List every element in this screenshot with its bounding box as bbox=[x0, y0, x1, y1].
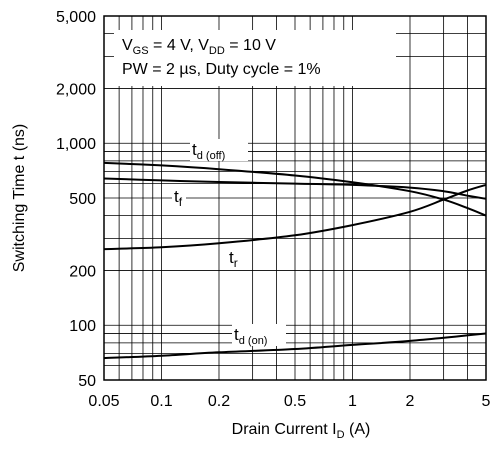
y-tick-label: 100 bbox=[69, 318, 96, 335]
x-axis-title-unit: (A) bbox=[345, 421, 371, 438]
series-line-td-off bbox=[103, 161, 487, 217]
series-label-tf: tf bbox=[174, 187, 183, 209]
conditions-box bbox=[114, 30, 396, 86]
series-line-tf bbox=[103, 177, 487, 200]
x-tick-label: 0.1 bbox=[150, 393, 172, 410]
y-tick-labels: 50 100 200 500 1,000 2,000 5,000 bbox=[56, 9, 96, 390]
x-tick-label: 2 bbox=[406, 393, 415, 410]
x-axis-title-main: Drain Current I bbox=[232, 421, 337, 438]
vgs-symbol: V bbox=[122, 37, 133, 54]
series-labels: td (off) tf tr td (on) bbox=[172, 139, 286, 347]
y-tick-label: 500 bbox=[69, 191, 96, 208]
vgs-subscript: GS bbox=[133, 45, 149, 57]
x-tick-label: 0.2 bbox=[208, 393, 230, 410]
series-label-td-on: td (on) bbox=[234, 325, 267, 347]
series-label-bg bbox=[227, 247, 241, 267]
vdd-value: = 10 V bbox=[225, 37, 276, 54]
y-tick-label: 1,000 bbox=[56, 136, 96, 153]
y-tick-label: 200 bbox=[69, 263, 96, 280]
y-axis-title: Switching Time t (ns) bbox=[11, 124, 28, 272]
y-tick-label: 5,000 bbox=[56, 9, 96, 26]
x-axis-title: Drain Current ID (A) bbox=[232, 421, 371, 441]
x-tick-labels: 0.05 0.1 0.2 0.5 1 2 5 bbox=[88, 393, 490, 410]
series-label-tr: tr bbox=[229, 248, 238, 270]
series-label-bg bbox=[232, 324, 286, 346]
x-tick-label: 1 bbox=[348, 393, 357, 410]
y-tick-label: 50 bbox=[78, 373, 96, 390]
conditions-line-2: PW = 2 µs, Duty cycle = 1% bbox=[122, 61, 321, 78]
series-label-bg bbox=[172, 186, 186, 206]
series-label-bg bbox=[190, 139, 248, 161]
conditions-line-1: VGS = 4 V, VDD = 10 V bbox=[122, 37, 276, 57]
x-tick-label: 5 bbox=[482, 393, 491, 410]
y-tick-label: 2,000 bbox=[56, 81, 96, 98]
series-label-td-off: td (off) bbox=[192, 140, 225, 162]
x-tick-label: 0.5 bbox=[284, 393, 306, 410]
series-line-tr bbox=[103, 183, 487, 251]
series-curves bbox=[103, 161, 487, 360]
x-tick-label: 0.05 bbox=[88, 393, 119, 410]
x-axis-title-subscript: D bbox=[337, 429, 345, 441]
vdd-subscript: DD bbox=[209, 45, 225, 57]
vgs-value-and-vdd-symbol: = 4 V, V bbox=[149, 37, 210, 54]
series-line-td-on bbox=[103, 332, 487, 360]
